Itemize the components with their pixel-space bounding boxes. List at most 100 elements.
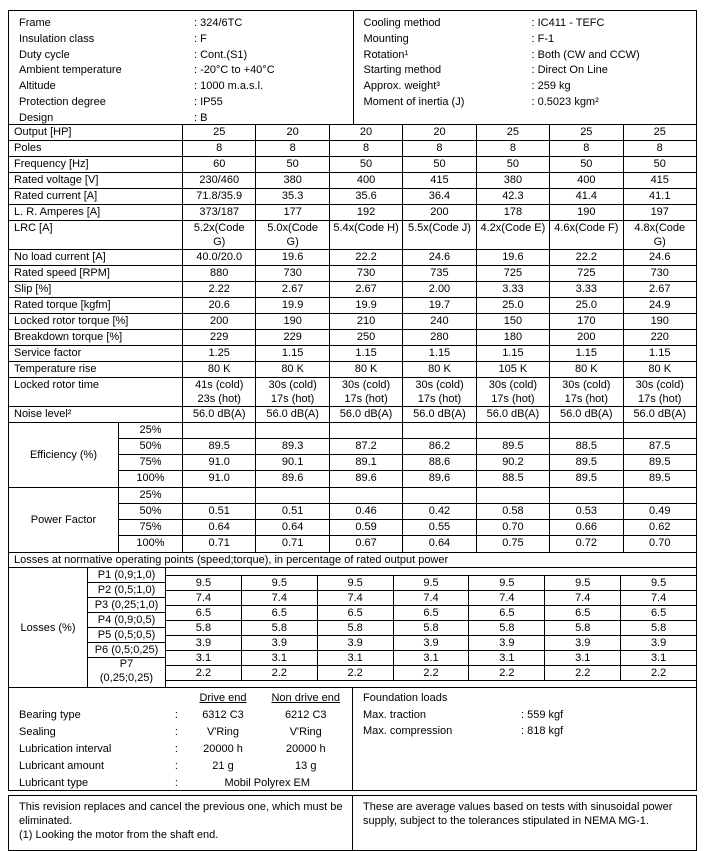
- spec-cell: 41s (cold) 23s (hot): [183, 378, 257, 406]
- spec-cell: 190: [650, 315, 669, 327]
- spec-cell: 50: [330, 157, 404, 172]
- spec-cell: 50: [550, 157, 624, 172]
- bearing-drive-end-value: 20000 h: [203, 743, 243, 755]
- spec-row: No load current [A] 40.0/20.0 19.6 22.2 24.6…: [9, 250, 696, 266]
- loss-value-cell: 5.8: [394, 621, 470, 635]
- header-right: Cooling method: IC411 - TEFC Mounting: F-…: [352, 11, 697, 124]
- spec-cell: 178: [477, 205, 551, 220]
- load-pct-label: 25%: [119, 423, 183, 438]
- loss-value-cell: 9.5: [394, 576, 470, 590]
- loss-value-cell: 2.2: [394, 666, 470, 680]
- bearing-row: Lubrication interval: 20000 h 20000 h: [19, 741, 350, 758]
- value-cell: [256, 488, 330, 503]
- spec-cell: 2.00: [403, 282, 477, 297]
- losses-title: Losses at normative operating points (sp…: [9, 553, 696, 568]
- spec-cell: 20: [403, 125, 477, 140]
- spec-cell: 192: [330, 205, 404, 220]
- spec-cell: 50: [403, 157, 477, 172]
- header-row: Starting method: Direct On Line: [364, 63, 693, 79]
- spec-cell: 730: [256, 266, 330, 281]
- colon: :: [174, 760, 178, 772]
- spec-cell: 3.33: [550, 282, 624, 297]
- foundation-section: Foundation loads Max. traction : 559 kgf…: [353, 688, 696, 790]
- datasheet-main-box: Frame: 324/6TC Insulation class: F Duty cy…: [8, 10, 697, 791]
- value-cell: 0.62: [649, 521, 671, 533]
- value-cell: 0.59: [330, 520, 404, 535]
- load-pct-label: 75%: [119, 455, 183, 470]
- spec-cell: 200: [183, 314, 257, 329]
- loss-point-label: P7 (0,25;0,25): [87, 658, 166, 687]
- spec-cell: 80 K: [330, 362, 404, 377]
- header-value: : IC411 - TEFC: [531, 17, 605, 29]
- spec-cell: 80 K: [183, 362, 257, 377]
- loss-value-cell: 3.1: [318, 651, 394, 665]
- efficiency-label: Efficiency (%): [9, 423, 119, 487]
- spec-cell: 24.6: [649, 251, 671, 263]
- spec-row: Rated voltage [V] 230/460 380 400 415 380 400 4…: [9, 173, 696, 189]
- spec-cell: 1.15: [477, 346, 551, 361]
- lubricant-type-row: Lubricant type : Mobil Polyrex EM: [19, 775, 350, 792]
- spec-cell: 19.7: [403, 298, 477, 313]
- value-cell: 89.5: [550, 471, 624, 487]
- loss-value-cell: 3.9: [394, 636, 470, 650]
- value-cell: 0.71: [256, 536, 330, 552]
- bearing-col-header-drive-end: Drive end: [199, 692, 247, 704]
- spec-cell: 250: [330, 330, 404, 345]
- header-section: Frame: 324/6TC Insulation class: F Duty cy…: [9, 11, 696, 125]
- header-label: Ambient temperature: [19, 64, 122, 77]
- loss-value-cell: 5.8: [469, 621, 546, 635]
- value-cell: [183, 488, 257, 503]
- spec-cell: 150: [477, 314, 551, 329]
- spec-cell: 725: [550, 266, 624, 281]
- colon: :: [174, 777, 178, 789]
- spec-row: Locked rotor time 41s (cold) 23s (hot) 30s…: [9, 378, 696, 407]
- header-row: Duty cycle: Cont.(S1): [19, 48, 349, 64]
- note-shaft-end: (1) Looking the motor from the shaft end…: [19, 829, 219, 841]
- value-cell: 0.49: [649, 505, 671, 517]
- power-factor-rows: 25% 50% 0.51 0.51 0.46 0.42 0.58 0.53 0.49 75% 0.6…: [119, 488, 696, 552]
- value-cell: [477, 423, 551, 438]
- foundation-row: Max. compression : 818 kgf: [363, 724, 694, 740]
- load-pct-label: 75%: [119, 520, 183, 535]
- spec-cell: 1.15: [550, 346, 624, 361]
- load-pct-label: 100%: [119, 536, 183, 552]
- value-cell: 89.5: [550, 455, 624, 470]
- spec-row-label: Noise level²: [9, 407, 183, 422]
- spec-cell: 373/187: [183, 205, 257, 220]
- spec-cell: 80 K: [550, 362, 624, 377]
- spec-cell: 240: [403, 314, 477, 329]
- spec-cell: 56.0 dB(A): [550, 407, 624, 422]
- header-row: Moment of inertia (J): 0.5023 kgm²: [364, 95, 693, 111]
- value-cell: 0.64: [403, 536, 477, 552]
- load-point-row: 25%: [119, 488, 696, 504]
- header-label: Design: [19, 111, 54, 124]
- spec-row-label: Frequency [Hz]: [9, 157, 183, 172]
- loss-value-cell: 6.5: [242, 606, 318, 620]
- spec-cell: 40.0/20.0: [183, 250, 257, 265]
- colon: :: [174, 709, 178, 721]
- spec-cell: 2.67: [649, 283, 671, 295]
- spec-row: Locked rotor torque [%] 200 190 210 240 150 17…: [9, 314, 696, 330]
- spec-cell: 60: [183, 157, 257, 172]
- value-cell: 90.1: [256, 455, 330, 470]
- losses-values-grid: 9.5 9.5 9.5 9.5 9.5 9.5 9.5 7.4 7.4 7.4 7.4 7.4 7.4 7…: [166, 575, 696, 687]
- spec-cell: 400: [550, 173, 624, 188]
- loss-value-cell: 3.1: [545, 651, 622, 665]
- loss-value-cell: 3.9: [650, 637, 667, 649]
- value-cell: 88.5: [550, 439, 624, 454]
- spec-cell: 24.9: [649, 299, 671, 311]
- loss-value-cell: 9.5: [469, 576, 546, 590]
- loss-values-row: 6.5 6.5 6.5 6.5 6.5 6.5 6.5: [166, 606, 696, 621]
- spec-cell: 41.1: [649, 190, 671, 202]
- value-cell: [330, 488, 404, 503]
- spec-cell: 210: [330, 314, 404, 329]
- bearing-drive-end-value: 21 g: [212, 760, 234, 772]
- footer-note-right: These are average values based on tests …: [353, 796, 696, 850]
- spec-cell: 735: [403, 266, 477, 281]
- bearing-header-spacer: [19, 690, 185, 707]
- spec-row-label: Slip [%]: [9, 282, 183, 297]
- spec-row: Rated current [A] 71.8/35.9 35.3 35.6 36.4 42…: [9, 189, 696, 205]
- colon: :: [174, 743, 178, 755]
- loss-value-cell: 3.9: [166, 636, 242, 650]
- bearing-info: Drive end Non drive end Bearing type: 631…: [9, 688, 353, 790]
